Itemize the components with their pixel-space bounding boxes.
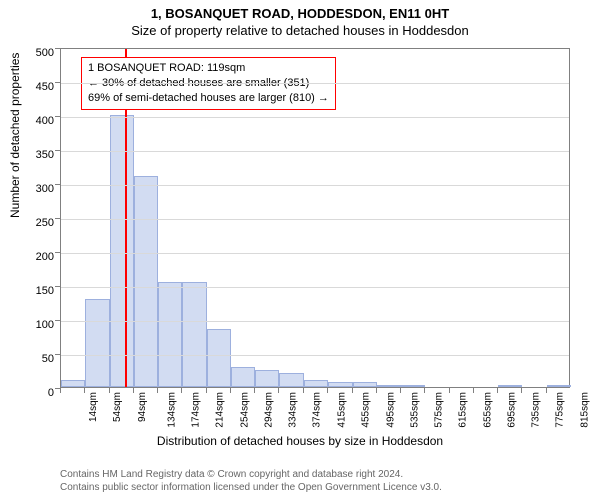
x-tick-mark — [84, 388, 85, 393]
histogram-bar — [158, 282, 182, 387]
x-tick-label: 415sqm — [337, 392, 348, 428]
grid-line — [61, 253, 569, 254]
y-tick-label: 0 — [14, 387, 54, 399]
plot-area: 1 BOSANQUET ROAD: 119sqm ← 30% of detach… — [60, 48, 570, 388]
histogram-bar — [61, 380, 85, 387]
x-tick-mark — [206, 388, 207, 393]
x-tick-label: 334sqm — [288, 392, 299, 428]
grid-line — [61, 151, 569, 152]
y-tick-label: 250 — [14, 217, 54, 229]
y-tick-mark — [55, 286, 60, 287]
x-tick-label: 535sqm — [410, 392, 421, 428]
x-tick-label: 775sqm — [555, 392, 566, 428]
x-tick-mark — [278, 388, 279, 393]
histogram-bar — [328, 382, 352, 387]
y-tick-label: 150 — [14, 285, 54, 297]
x-tick-mark — [230, 388, 231, 393]
x-tick-mark — [424, 388, 425, 393]
y-tick-mark — [55, 218, 60, 219]
x-tick-label: 294sqm — [263, 392, 274, 428]
histogram-bar — [85, 299, 109, 387]
y-tick-mark — [55, 320, 60, 321]
histogram-bar — [377, 385, 401, 387]
histogram-bar — [304, 380, 328, 387]
grid-line — [61, 321, 569, 322]
footer-line: Contains HM Land Registry data © Crown c… — [60, 468, 580, 481]
histogram-bar — [498, 385, 522, 387]
x-tick-mark — [473, 388, 474, 393]
y-tick-mark — [55, 252, 60, 253]
y-tick-mark — [55, 184, 60, 185]
x-tick-label: 54sqm — [112, 392, 123, 422]
x-tick-mark — [303, 388, 304, 393]
x-tick-label: 134sqm — [166, 392, 177, 428]
x-tick-mark — [181, 388, 182, 393]
y-tick-label: 450 — [14, 81, 54, 93]
x-tick-label: 455sqm — [361, 392, 372, 428]
annotation-line: 69% of semi-detached houses are larger (… — [88, 91, 329, 106]
x-tick-label: 655sqm — [482, 392, 493, 428]
grid-line — [61, 83, 569, 84]
histogram-bar — [279, 373, 304, 387]
grid-line — [61, 117, 569, 118]
y-tick-mark — [55, 354, 60, 355]
chart-title: 1, BOSANQUET ROAD, HODDESDON, EN11 0HT — [0, 6, 600, 21]
y-tick-label: 300 — [14, 183, 54, 195]
grid-line — [61, 185, 569, 186]
x-tick-label: 14sqm — [88, 392, 99, 422]
x-tick-mark — [254, 388, 255, 393]
y-tick-mark — [55, 116, 60, 117]
x-tick-mark — [400, 388, 401, 393]
x-tick-mark — [449, 388, 450, 393]
y-tick-mark — [55, 82, 60, 83]
y-tick-label: 500 — [14, 47, 54, 59]
grid-line — [61, 355, 569, 356]
grid-line — [61, 287, 569, 288]
footer: Contains HM Land Registry data © Crown c… — [60, 468, 580, 494]
x-tick-label: 735sqm — [531, 392, 542, 428]
x-tick-mark — [521, 388, 522, 393]
y-tick-mark — [55, 48, 60, 49]
x-tick-mark — [546, 388, 547, 393]
x-tick-label: 495sqm — [385, 392, 396, 428]
footer-line: Contains public sector information licen… — [60, 481, 580, 494]
y-tick-label: 350 — [14, 149, 54, 161]
x-tick-mark — [497, 388, 498, 393]
y-tick-label: 50 — [14, 353, 54, 365]
histogram-bar — [231, 367, 255, 387]
x-tick-label: 94sqm — [137, 392, 148, 422]
x-tick-label: 254sqm — [239, 392, 250, 428]
x-tick-label: 695sqm — [507, 392, 518, 428]
x-tick-label: 374sqm — [312, 392, 323, 428]
x-tick-label: 615sqm — [458, 392, 469, 428]
x-tick-label: 214sqm — [215, 392, 226, 428]
annotation-line: 1 BOSANQUET ROAD: 119sqm — [88, 61, 329, 76]
histogram-bar — [547, 385, 571, 387]
histogram-bar — [110, 115, 134, 387]
histogram-bar — [207, 329, 231, 387]
x-tick-mark — [60, 388, 61, 393]
chart-subtitle: Size of property relative to detached ho… — [0, 23, 600, 38]
grid-line — [61, 219, 569, 220]
x-tick-mark — [327, 388, 328, 393]
x-tick-mark — [133, 388, 134, 393]
histogram-bar — [353, 382, 377, 387]
x-tick-mark — [352, 388, 353, 393]
y-tick-label: 400 — [14, 115, 54, 127]
histogram-bar — [401, 385, 425, 387]
x-tick-label: 575sqm — [434, 392, 445, 428]
x-tick-label: 174sqm — [191, 392, 202, 428]
x-tick-mark — [109, 388, 110, 393]
x-tick-mark — [376, 388, 377, 393]
y-tick-label: 100 — [14, 319, 54, 331]
y-tick-label: 200 — [14, 251, 54, 263]
histogram-bar — [255, 370, 279, 387]
x-tick-mark — [157, 388, 158, 393]
x-axis-label: Distribution of detached houses by size … — [0, 434, 600, 448]
histogram-bar — [182, 282, 206, 387]
x-tick-label: 815sqm — [579, 392, 590, 428]
y-tick-mark — [55, 150, 60, 151]
chart-title-block: 1, BOSANQUET ROAD, HODDESDON, EN11 0HT S… — [0, 0, 600, 38]
